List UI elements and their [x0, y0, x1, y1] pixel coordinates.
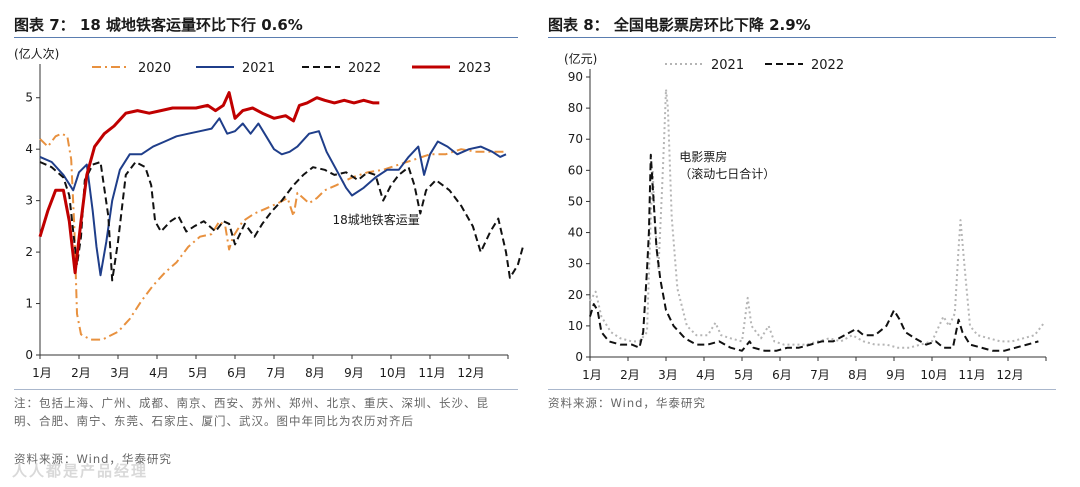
chart1-y-axis-label: (亿人次) [14, 46, 59, 61]
chart2-x-tick-label: 1月 [582, 368, 602, 382]
chart1-x-tick-label: 10月 [379, 366, 406, 380]
chart1-annotation: 18城地铁客运量 [333, 212, 420, 227]
chart2-series-2022-line [589, 153, 1039, 352]
left-chart-title: 图表 7： 18 城地铁客运量环比下行 0.6% [14, 16, 303, 34]
chart2-y-tick-label: 60 [568, 163, 583, 177]
right-title-rule [548, 37, 1056, 38]
chart1-x-tick-label: 1月 [32, 366, 52, 380]
chart1-series-2023-line [38, 91, 380, 275]
chart1-legend-label-2022: 2022 [348, 61, 381, 76]
chart1-series-2022-line [39, 161, 525, 282]
right-note-rule [548, 389, 1056, 390]
right-chart-title: 图表 8： 全国电影票房环比下降 2.9% [548, 16, 811, 34]
chart1-x-tick-label: 11月 [418, 366, 445, 380]
chart2-y-tick-label: 70 [568, 132, 583, 146]
chart2-legend-label-2021: 2021 [711, 58, 744, 73]
chart1-y-tick-label: 4 [25, 142, 33, 156]
chart1-series-2021-line [39, 117, 507, 277]
chart2-annotation: 电影票房 [679, 149, 727, 164]
left-footnote: 注：包括上海、广州、成都、南京、西安、苏州、郑州、北京、重庆、深圳、长沙、昆明、… [14, 396, 489, 428]
chart2-y-axis-label: (亿元) [564, 51, 597, 66]
chart2-x-tick-label: 9月 [886, 368, 906, 382]
chart1-legend-label-2023: 2023 [458, 61, 491, 76]
chart1-series-2020-line [39, 132, 505, 341]
chart1-y-tick-label: 3 [25, 194, 33, 208]
chart2-y-tick-label: 90 [568, 70, 583, 84]
chart1-legend-label-2021: 2021 [242, 61, 275, 76]
chart2-y-tick-label: 40 [568, 226, 583, 240]
chart2-x-tick-label: 7月 [810, 368, 830, 382]
chart1-y-tick-label: 0 [25, 348, 33, 362]
chart2-y-tick-label: 0 [575, 350, 583, 364]
chart2-x-tick-label: 2月 [620, 368, 640, 382]
chart2-x-tick-label: 8月 [848, 368, 868, 382]
chart1-x-tick-label: 9月 [344, 366, 364, 380]
right-source: 资料来源：Wind，华泰研究 [548, 396, 706, 410]
chart2-y-tick-label: 20 [568, 288, 583, 302]
chart2-legend-label-2022: 2022 [811, 58, 844, 73]
chart1-x-tick-label: 7月 [266, 366, 286, 380]
chart1-x-tick-label: 3月 [110, 366, 130, 380]
chart1-y-tick-label: 2 [25, 245, 33, 259]
chart1-y-tick-label: 5 [25, 91, 33, 105]
chart2-x-tick-label: 5月 [734, 368, 754, 382]
chart2-series-2021-line [589, 88, 1045, 349]
chart1-x-tick-label: 8月 [305, 366, 325, 380]
chart1-x-tick-label: 4月 [149, 366, 169, 380]
chart2-x-tick-label: 3月 [658, 368, 678, 382]
left-source: 资料来源：Wind，华泰研究 [14, 452, 172, 466]
chart2-x-tick-label: 10月 [920, 368, 947, 382]
chart1-x-tick-label: 6月 [227, 366, 247, 380]
chart2-x-tick-label: 12月 [996, 368, 1023, 382]
left-note-rule [14, 389, 518, 390]
chart1-legend-label-2020: 2020 [138, 61, 171, 76]
chart1-y-tick-label: 1 [25, 297, 33, 311]
chart1-x-tick-label: 12月 [457, 366, 484, 380]
watermark: 人人都是产品经理 [12, 462, 149, 480]
left-title-rule [14, 37, 518, 38]
chart1-x-tick-label: 2月 [71, 366, 91, 380]
chart2-x-tick-label: 11月 [958, 368, 985, 382]
chart1-x-tick-label: 5月 [188, 366, 208, 380]
chart2-y-tick-label: 50 [568, 194, 583, 208]
chart2-annotation: （滚动七日合计） [679, 166, 775, 181]
chart2-y-tick-label: 10 [568, 319, 583, 333]
chart2-y-tick-label: 30 [568, 257, 583, 271]
chart2-x-tick-label: 6月 [772, 368, 792, 382]
chart2-y-tick-label: 80 [568, 101, 583, 115]
chart2-x-tick-label: 4月 [696, 368, 716, 382]
